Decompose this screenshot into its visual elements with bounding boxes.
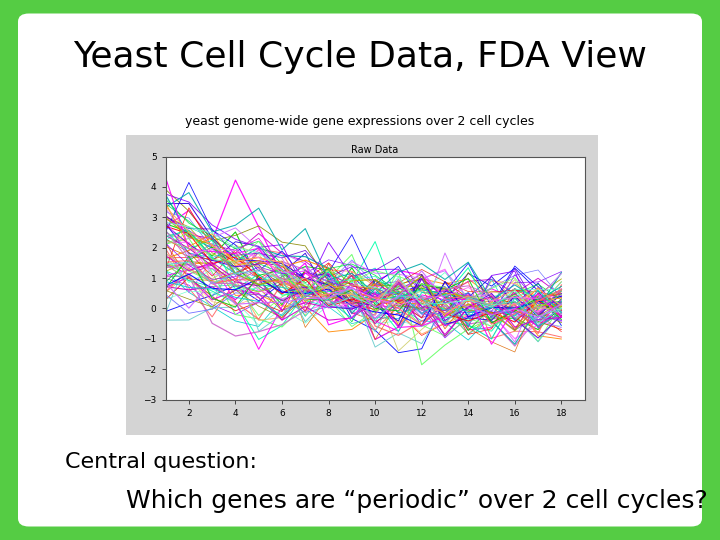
Text: Central question:: Central question: bbox=[65, 451, 257, 472]
Text: Yeast Cell Cycle Data, FDA View: Yeast Cell Cycle Data, FDA View bbox=[73, 40, 647, 73]
Title: Raw Data: Raw Data bbox=[351, 145, 399, 155]
Text: Which genes are “periodic” over 2 cell cycles?: Which genes are “periodic” over 2 cell c… bbox=[126, 489, 708, 513]
Text: yeast genome-wide gene expressions over 2 cell cycles: yeast genome-wide gene expressions over … bbox=[185, 115, 535, 128]
FancyBboxPatch shape bbox=[18, 14, 702, 526]
